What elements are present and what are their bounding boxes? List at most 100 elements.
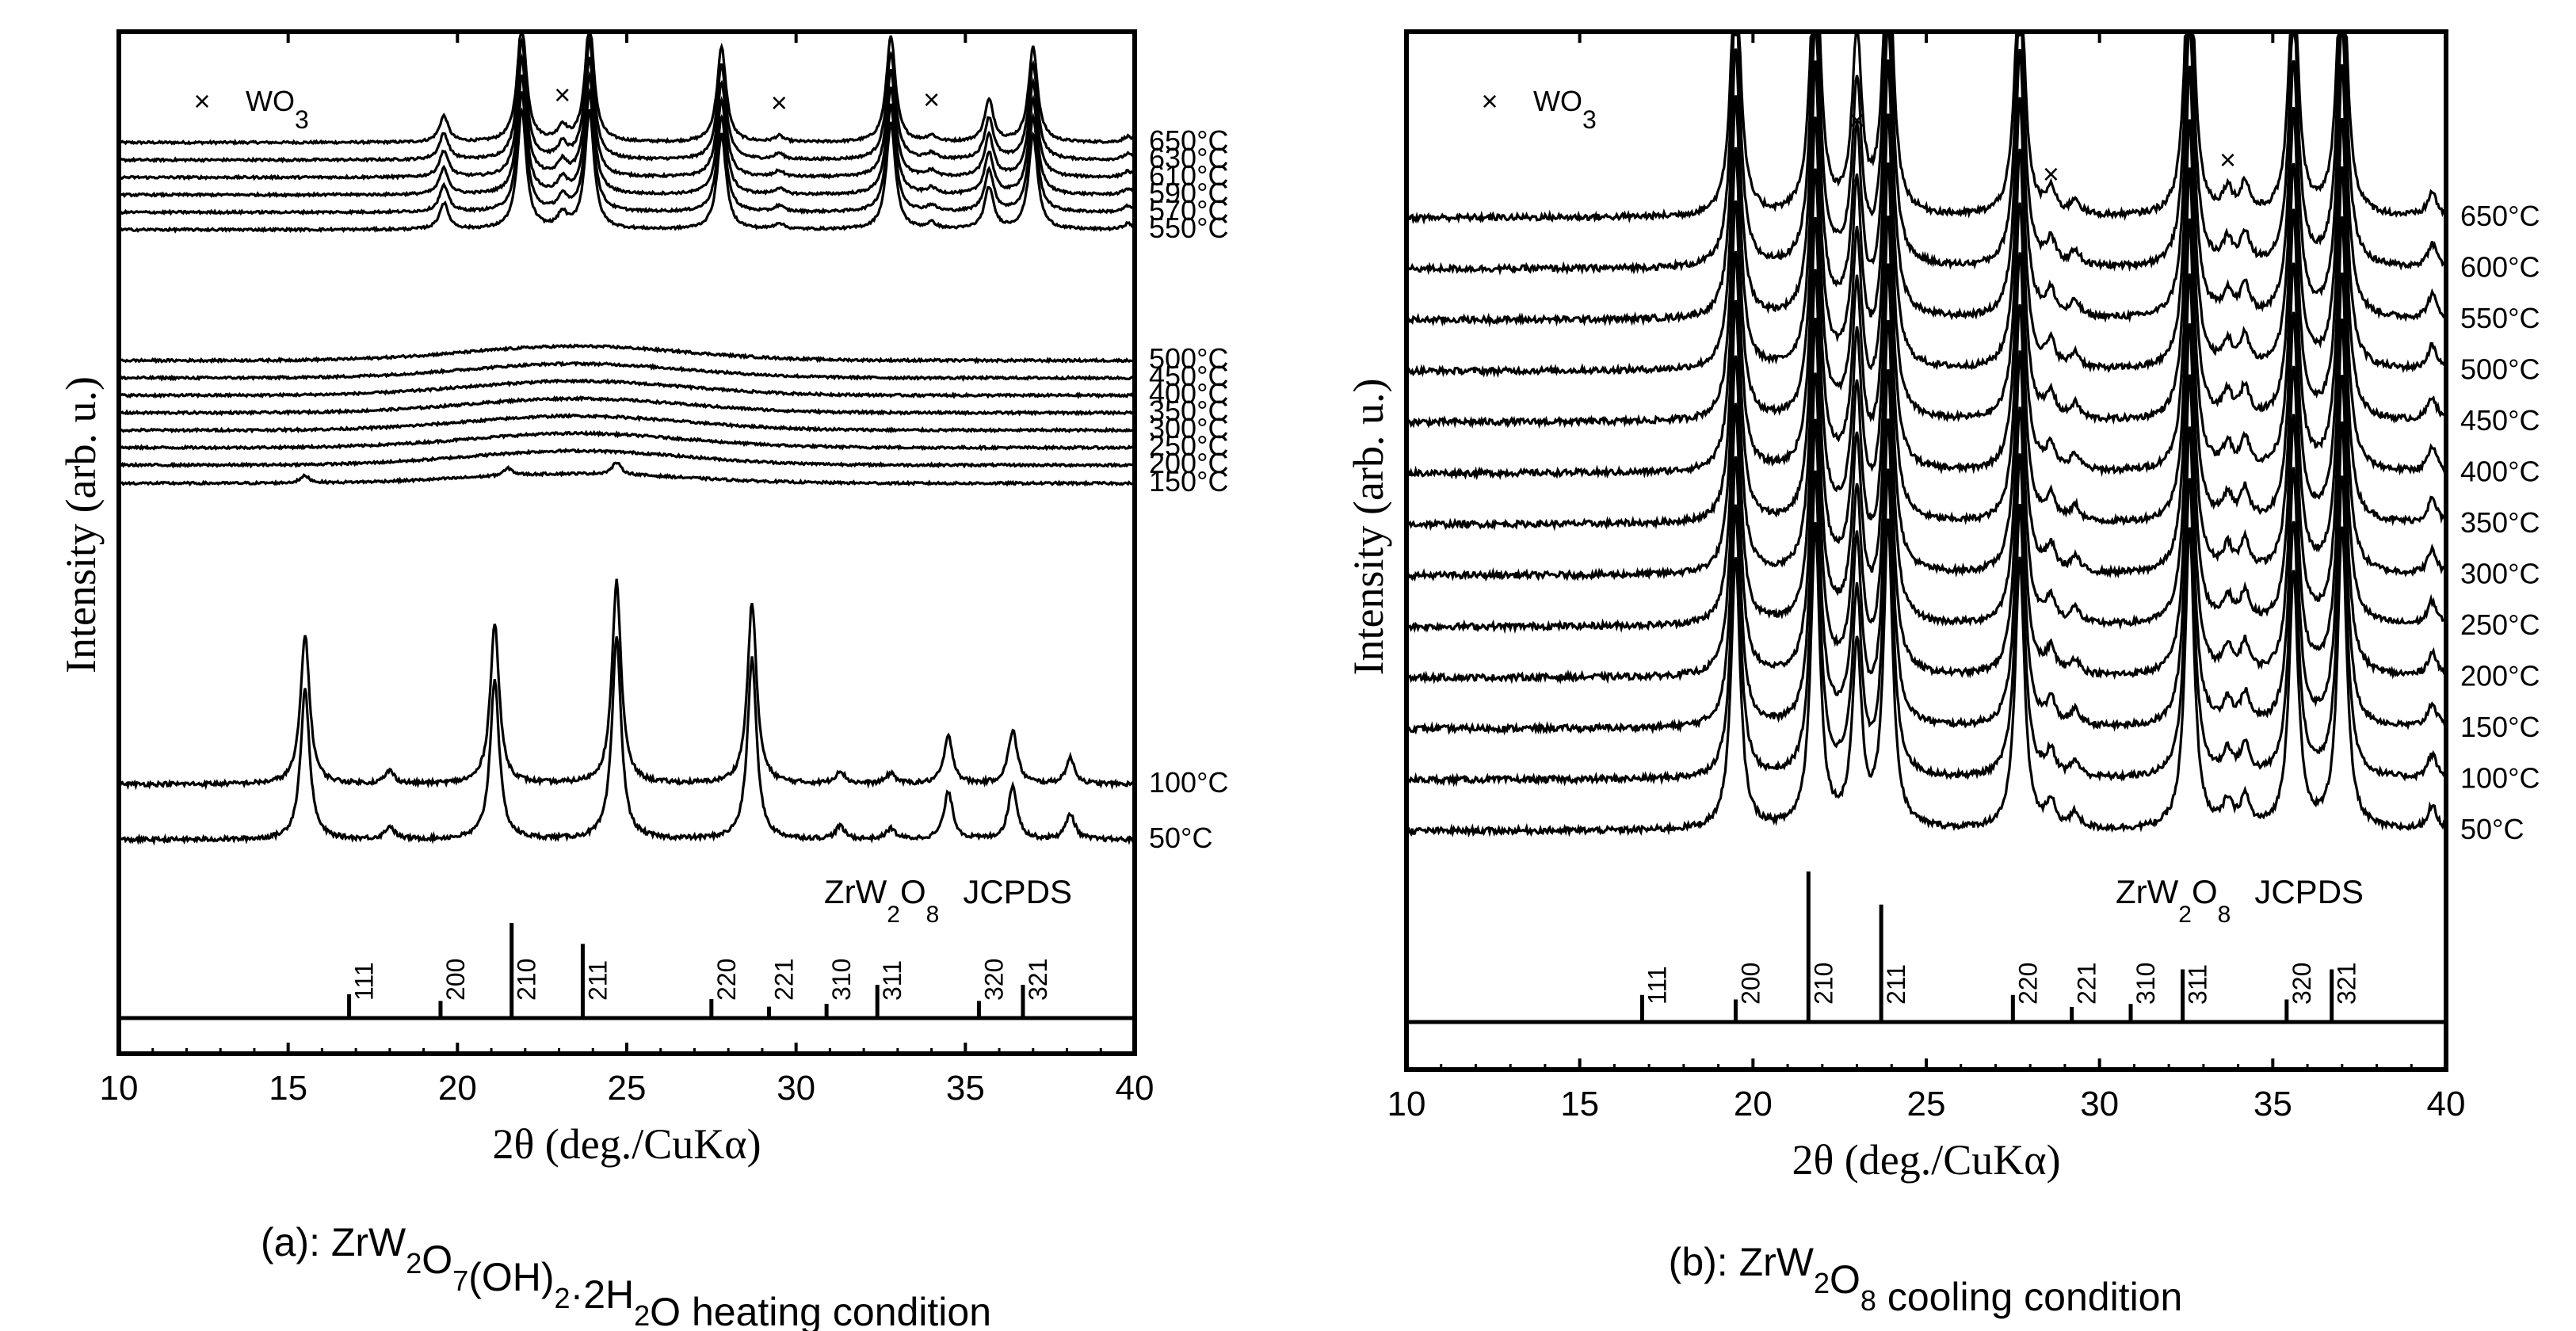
xrd-trace-200°C [1405, 369, 2448, 685]
temperature-label: 500°C [2460, 353, 2540, 386]
xrd-trace-650°C [1405, 33, 2448, 225]
xrd-trace-450°C [118, 360, 1135, 382]
x-axis-title: 2θ (deg./CuKα) [1792, 1136, 2060, 1184]
xrd-trace-350°C [1405, 215, 2448, 532]
hkl-label: 321 [1024, 959, 1052, 1001]
xrd-trace-400°C [118, 378, 1135, 400]
x-tick-label: 30 [2080, 1085, 2119, 1123]
hkl-label: 111 [1643, 966, 1671, 1005]
hkl-label: 111 [350, 962, 379, 1001]
wo3-marker: × [771, 86, 788, 119]
x-tick-label: 20 [438, 1069, 477, 1108]
temperature-label: 650°C [1149, 124, 1228, 157]
temperature-label: 500°C [1149, 342, 1228, 375]
xrd-trace-350°C [118, 395, 1135, 417]
x-axis-title: 2θ (deg./CuKα) [492, 1120, 761, 1168]
temperature-label: 200°C [2460, 660, 2540, 692]
x-axis: 10 15 20 25 30 35 40 [100, 32, 1154, 1108]
wo3-marker: × [2219, 143, 2236, 176]
hkl-label: 311 [878, 960, 906, 1001]
x-tick-label: 25 [1907, 1085, 1946, 1123]
wo3-marker: × [923, 83, 940, 116]
legend: × WO3 [193, 85, 308, 134]
temperature-label: 300°C [1149, 412, 1228, 444]
xrd-trace-400°C [1405, 162, 2448, 481]
xrd-traces: 650°C 600°C 550°C 500°C 450°C 400°C 350°C 300°C… [1405, 33, 2540, 845]
xrd-trace-50°C [118, 636, 1136, 846]
xrd-trace-600°C [1405, 33, 2448, 276]
temperature-label: 150°C [2460, 711, 2540, 743]
x-tick-label: 15 [1560, 1085, 1599, 1123]
xrd-trace-200°C [118, 448, 1135, 469]
y-axis-title: Intensity (arb. u.) [57, 376, 105, 673]
figure-caption: (a): ZrW2O7(OH)2·2H2O heating condition [261, 1220, 991, 1331]
temperature-label: 400°C [1149, 377, 1228, 410]
xrd-trace-250°C [1405, 318, 2447, 635]
xrd-trace-150°C [117, 461, 1136, 487]
y-axis-title: Intensity (arb. u.) [1345, 379, 1392, 676]
legend-marker: × [193, 85, 210, 117]
xrd-trace-550°C [1405, 33, 2448, 328]
hkl-label: 220 [2013, 963, 2042, 1005]
temperature-label: 150°C [1149, 465, 1228, 498]
xrd-trace-100°C [117, 578, 1136, 791]
x-tick-label: 15 [269, 1069, 307, 1108]
temperature-label: 400°C [2460, 456, 2540, 488]
temperature-label: 550°C [1149, 212, 1228, 244]
hkl-label: 200 [1736, 963, 1765, 1005]
xrd-trace-50°C [1406, 518, 2448, 838]
hkl-label: 211 [1882, 964, 1910, 1005]
x-tick-label: 25 [608, 1069, 647, 1108]
hkl-label: 310 [2131, 963, 2160, 1005]
xrd-trace-500°C [1405, 59, 2448, 379]
hkl-label: 211 [583, 960, 612, 1001]
temperature-label: 300°C [2460, 558, 2540, 590]
legend-label: WO3 [1533, 85, 1597, 134]
temperature-label: 250°C [1149, 429, 1228, 462]
x-tick-label: 10 [1387, 1085, 1426, 1123]
temperature-label: 590°C [1149, 177, 1228, 209]
temperature-label: 50°C [1149, 822, 1212, 854]
temperature-label: 610°C [1149, 159, 1228, 192]
temperature-label: 450°C [1149, 360, 1228, 392]
wo3-marker: × [2043, 158, 2059, 190]
hkl-label: 320 [979, 959, 1008, 1001]
xrd-trace-500°C [117, 343, 1136, 364]
hkl-label: 310 [827, 959, 856, 1001]
x-tick-label: 30 [777, 1069, 815, 1108]
temperature-label: 100°C [2460, 762, 2540, 795]
temperature-label: 550°C [2460, 302, 2540, 334]
xrd-trace-610°C [118, 53, 1135, 181]
temperature-label: 630°C [1149, 142, 1228, 174]
temperature-label: 350°C [2460, 506, 2540, 539]
xrd-trace-570°C [118, 87, 1136, 216]
wo3-marker: × [1849, 104, 1865, 136]
x-tick-label: 40 [1116, 1069, 1154, 1108]
hkl-label: 320 [2288, 963, 2316, 1005]
xrd-trace-300°C [118, 412, 1135, 434]
x-axis: 10 15 20 25 30 35 40 [1387, 32, 2466, 1123]
temperature-label: 600°C [2460, 251, 2540, 284]
xrd-trace-250°C [118, 429, 1136, 452]
x-tick-label: 40 [2427, 1085, 2466, 1123]
xrd-trace-550°C [119, 107, 1135, 234]
x-tick-label: 20 [1734, 1085, 1773, 1123]
jcpds-title: ZrW2O8JCPDS [824, 873, 1072, 928]
xrd-trace-650°C [118, 33, 1135, 147]
xrd-trace-590°C [118, 71, 1136, 199]
xrd-trace-100°C [1405, 468, 2447, 788]
panel-a: 10 15 20 25 30 35 40 2θ (deg./CuKα) Intensity (a… [57, 29, 1228, 1331]
hkl-label: 221 [2073, 963, 2101, 1005]
hkl-label: 210 [513, 959, 541, 1001]
xrd-trace-450°C [1405, 113, 2448, 429]
xrd-trace-630°C [118, 35, 1136, 164]
wo3-marker: × [554, 78, 571, 111]
hkl-label: 220 [712, 959, 741, 1001]
legend-marker: × [1481, 85, 1498, 117]
xrd-trace-300°C [1406, 263, 2447, 582]
temperature-label: 100°C [1149, 766, 1228, 799]
jcpds-title: ZrW2O8JCPDS [2116, 873, 2364, 928]
hkl-label: 200 [441, 959, 470, 1001]
